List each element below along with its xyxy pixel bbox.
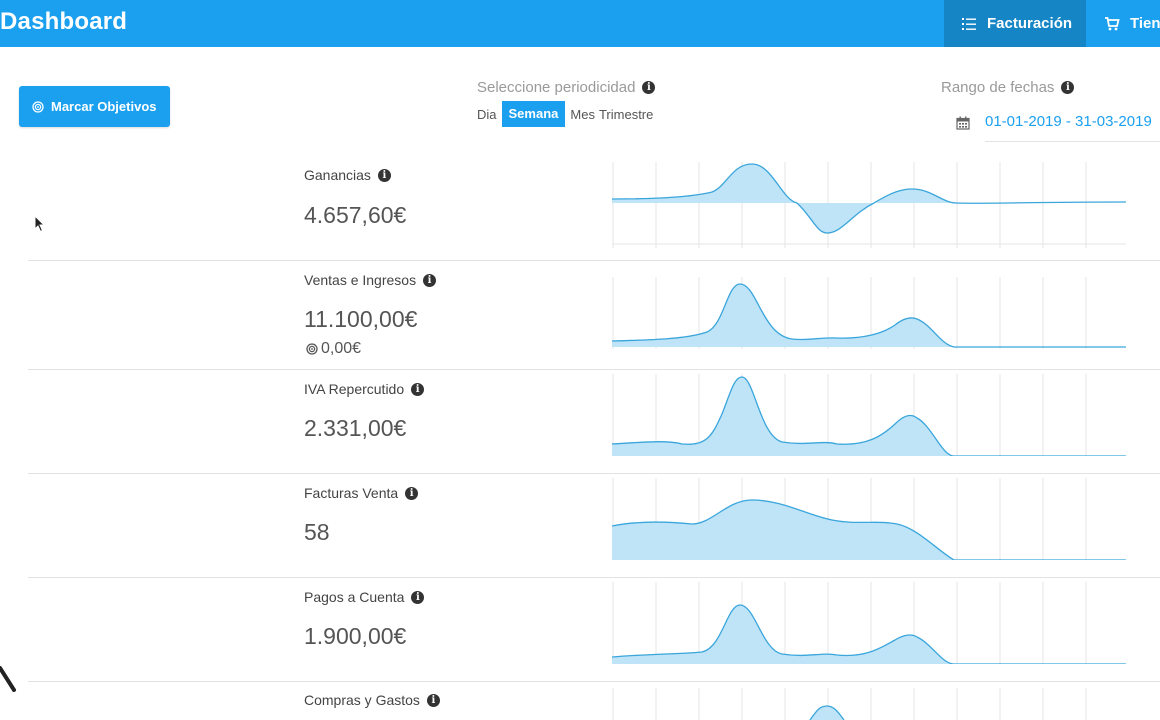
top-bar: Dashboard Facturación Tien (0, 0, 1160, 47)
cart-icon (1105, 16, 1120, 30)
metric-label: Facturas Venta i (304, 485, 419, 501)
metric-label-text: Compras y Gastos (304, 692, 420, 708)
info-icon[interactable]: i (411, 590, 425, 604)
metric-row-ventas-ingresos: Ventas e Ingresos i 11.100,00€ 0,00€ (28, 261, 1160, 370)
metric-label: IVA Repercutido i (304, 381, 425, 397)
metric-label-text: Facturas Venta (304, 485, 399, 501)
tab-label: Facturación (987, 15, 1073, 32)
period-option-semana[interactable]: Semana (501, 101, 566, 127)
periodicity-label: Seleccione periodicidad i (477, 79, 656, 96)
metric-target: 0,00€ (306, 340, 361, 358)
metric-row-compras-gastos: Compras y Gastos i (28, 682, 1160, 720)
metric-label: Pagos a Cuenta i (304, 589, 425, 605)
metric-row-ganancias: Ganancias i 4.657,60€ (28, 150, 1160, 261)
sparkline-chart (612, 478, 1126, 560)
calendar-icon (956, 116, 970, 130)
target-icon (306, 343, 318, 355)
page-title: Dashboard (0, 8, 128, 35)
metric-label: Compras y Gastos i (304, 692, 440, 708)
period-option-mes[interactable]: Mes (570, 106, 595, 122)
date-range-value: 01-01-2019 - 31-03-2019 (985, 112, 1152, 130)
date-range-input[interactable]: 01-01-2019 - 31-03-2019 (956, 112, 1152, 130)
metric-value: 1.900,00€ (304, 623, 407, 649)
metric-label-text: Ganancias (304, 167, 371, 183)
metric-label-text: Pagos a Cuenta (304, 589, 405, 605)
tab-facturacion[interactable]: Facturación (944, 0, 1086, 47)
info-icon[interactable]: i (405, 486, 419, 500)
date-range-label-text: Rango de fechas (941, 79, 1055, 96)
metric-row-pagos-cuenta: Pagos a Cuenta i 1.900,00€ (28, 578, 1160, 682)
pen-stroke-icon (0, 666, 16, 692)
target-icon (32, 100, 44, 113)
tab-tienda[interactable]: Tien (1104, 0, 1160, 47)
sparkline-chart (612, 688, 1087, 720)
date-range-label: Rango de fechas i (941, 79, 1075, 96)
info-icon[interactable]: i (411, 382, 425, 396)
tab-label: Tien (1130, 15, 1160, 32)
list-icon (962, 17, 976, 30)
periodicity-label-text: Seleccione periodicidad (477, 79, 636, 96)
sparkline-chart (612, 582, 1126, 664)
metric-label-text: IVA Repercutido (304, 381, 405, 397)
period-option-trimestre[interactable]: Trimestre (598, 106, 654, 122)
info-icon[interactable]: i (377, 168, 391, 182)
metric-value: 2.331,00€ (304, 415, 407, 441)
metric-label: Ventas e Ingresos i (304, 272, 437, 288)
metric-row-iva-repercutido: IVA Repercutido i 2.331,00€ (28, 370, 1160, 474)
metric-value: 58 (304, 519, 330, 545)
metric-value: 11.100,00€ (304, 306, 418, 332)
marcar-objetivos-button[interactable]: Marcar Objetivos (19, 86, 170, 127)
metric-value: 4.657,60€ (304, 202, 407, 228)
button-label: Marcar Objetivos (51, 99, 157, 114)
info-icon[interactable]: i (1061, 81, 1075, 94)
mouse-cursor-icon (34, 215, 46, 233)
metric-row-facturas-venta: Facturas Venta i 58 (28, 474, 1160, 578)
sparkline-chart (612, 374, 1126, 456)
periodicity-selector: Dia Semana Mes Trimestre (475, 101, 655, 127)
sparkline-chart (612, 277, 1126, 349)
info-icon[interactable]: i (426, 693, 440, 707)
metric-label: Ganancias i (304, 167, 391, 183)
date-range-underline (985, 141, 1160, 142)
metric-label-text: Ventas e Ingresos (304, 272, 417, 288)
metric-target-value: 0,00€ (321, 340, 362, 357)
period-option-dia[interactable]: Dia (477, 106, 497, 122)
sparkline-chart (612, 162, 1127, 248)
info-icon[interactable]: i (423, 273, 437, 287)
info-icon[interactable]: i (642, 81, 656, 94)
